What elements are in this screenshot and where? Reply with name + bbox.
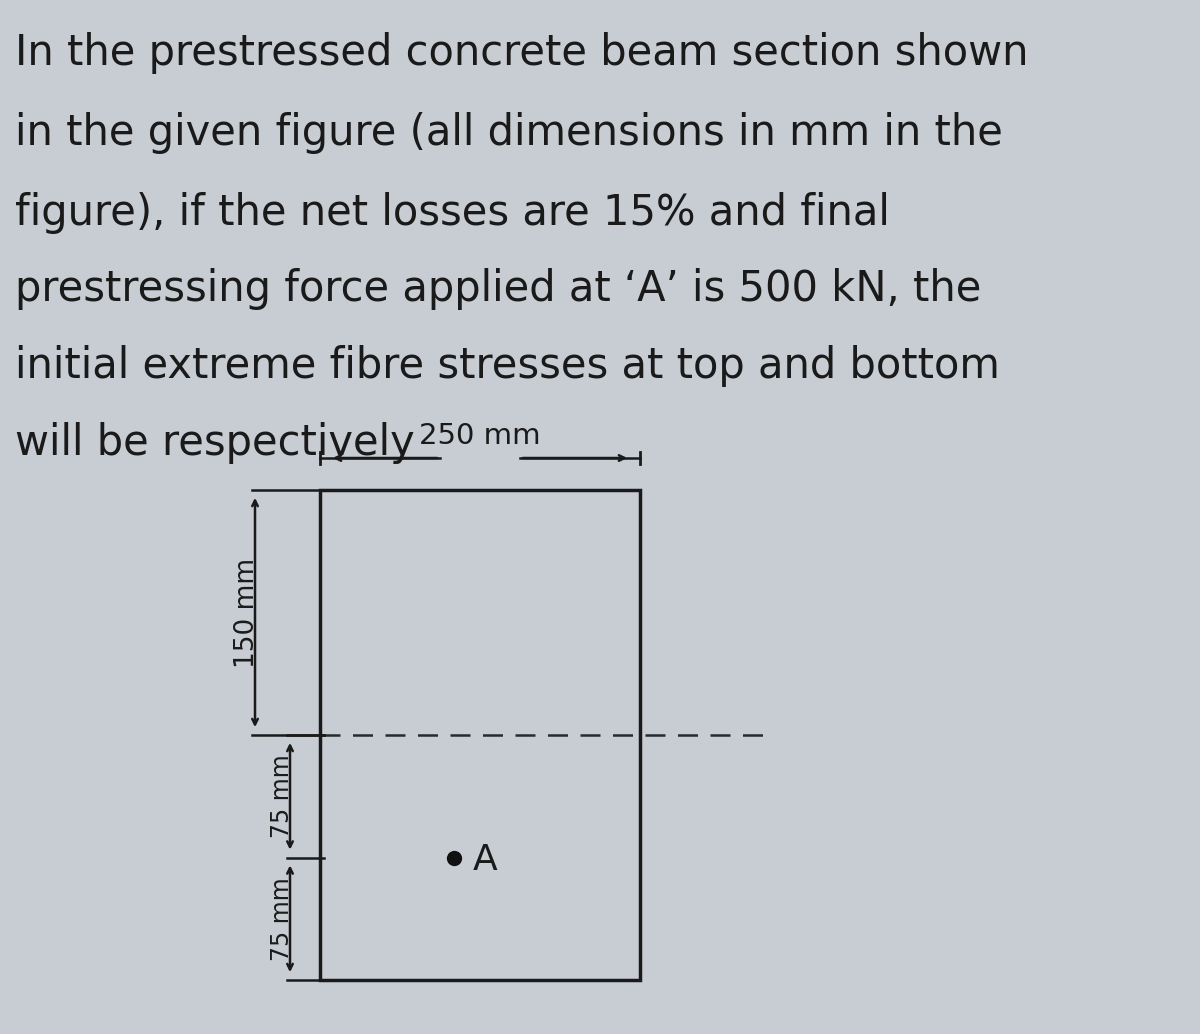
Text: in the given figure (all dimensions in mm in the: in the given figure (all dimensions in m… bbox=[14, 112, 1003, 154]
Text: 75 mm: 75 mm bbox=[270, 877, 294, 961]
Text: will be respectively: will be respectively bbox=[14, 422, 415, 464]
Text: A: A bbox=[473, 843, 497, 877]
Text: 150 mm: 150 mm bbox=[234, 557, 260, 668]
Text: In the prestressed concrete beam section shown: In the prestressed concrete beam section… bbox=[14, 32, 1028, 74]
Text: initial extreme fibre stresses at top and bottom: initial extreme fibre stresses at top an… bbox=[14, 345, 1000, 387]
Text: prestressing force applied at ‘A’ is 500 kN, the: prestressing force applied at ‘A’ is 500… bbox=[14, 268, 982, 310]
Text: 75 mm: 75 mm bbox=[270, 755, 294, 839]
Text: 250 mm: 250 mm bbox=[419, 422, 541, 450]
Text: figure), if the net losses are 15% and final: figure), if the net losses are 15% and f… bbox=[14, 192, 890, 234]
Bar bbox=[320, 490, 640, 980]
